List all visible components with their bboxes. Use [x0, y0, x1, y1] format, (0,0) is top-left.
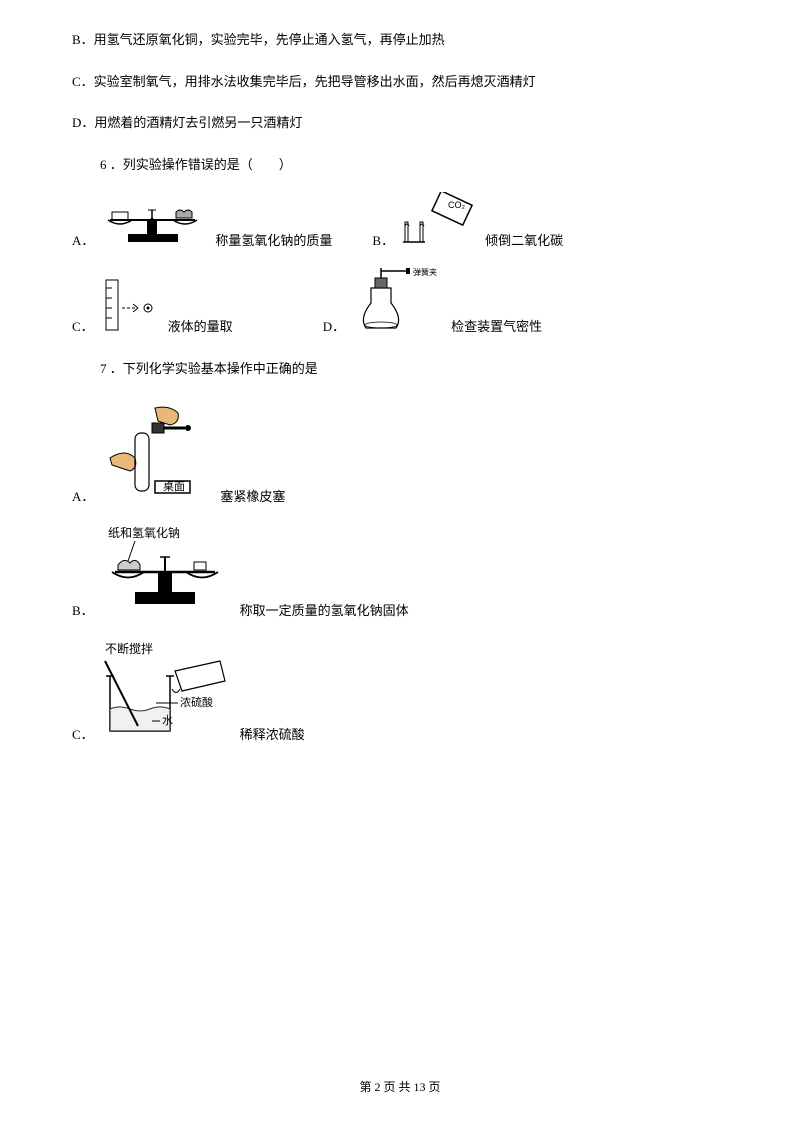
balance-naoh-icon: 纸和氢氧化钠: [100, 527, 230, 617]
q7-option-b: B． 纸和氢氧化钠 称取一定质量的氢氧化钠固体: [72, 527, 728, 617]
q6-option-a: A． 称量氢氧化钠的质量: [72, 202, 332, 247]
q6-row2: C． 液体的量取 D． 弹簧夹: [72, 263, 728, 333]
q6-c-text: 液体的量取: [168, 320, 233, 333]
pour-co2-icon: CO₂: [400, 192, 475, 247]
footer-suffix: 页: [426, 1080, 441, 1094]
item-d: D．用燃着的酒精灯去引燃另一只酒精灯: [72, 113, 728, 133]
q6-b-label: B．: [372, 234, 394, 247]
q6-a-text: 称量氢氧化钠的质量: [215, 234, 332, 247]
svg-text:纸和氢氧化钠: 纸和氢氧化钠: [108, 527, 180, 540]
q7-b-label: B．: [72, 604, 94, 617]
q6-row1: A． 称量氢氧化钠的质量 B． CO₂: [72, 192, 728, 247]
q7-option-c: C． 不断搅拌 浓硫酸 水 稀释浓硫酸: [72, 641, 728, 741]
q7-b-text: 称取一定质量的氢氧化钠固体: [240, 604, 409, 617]
flask-seal-icon: 弹簧夹: [351, 263, 441, 333]
q7-c-label: C．: [72, 728, 94, 741]
q7-text: 7 ．下列化学实验基本操作中正确的是: [100, 359, 728, 379]
footer-prefix: 第: [359, 1080, 374, 1094]
balance-icon: [100, 202, 205, 247]
footer-total: 13: [414, 1080, 426, 1094]
stopper-icon: 桌面: [100, 403, 210, 503]
dilute-acid-icon: 不断搅拌 浓硫酸 水: [100, 641, 230, 741]
q7-a-label: A．: [72, 490, 94, 503]
q6-d-text: 检查装置气密性: [451, 320, 542, 333]
q6-a-label: A．: [72, 234, 94, 247]
q6-option-b: B． CO₂ 倾倒二氧化碳: [372, 192, 563, 247]
q6-d-label: D．: [323, 320, 345, 333]
q6-option-d: D． 弹簧夹 检查装置气密性: [323, 263, 542, 333]
q7-option-a: A． 桌面 塞紧橡皮塞: [72, 403, 728, 503]
svg-text:桌面: 桌面: [163, 480, 185, 493]
svg-text:水: 水: [162, 714, 173, 727]
q6-option-c: C． 液体的量取: [72, 278, 233, 333]
item-c: C．实验室制氧气，用排水法收集完毕后，先把导管移出水面，然后再熄灭酒精灯: [72, 72, 728, 92]
footer-mid: 页 共: [380, 1080, 413, 1094]
svg-text:弹簧夹: 弹簧夹: [413, 267, 437, 277]
svg-text:浓硫酸: 浓硫酸: [180, 695, 213, 709]
q6-text: 6 ．列实验操作错误的是（ ）: [100, 155, 728, 175]
q7-a-text: 塞紧橡皮塞: [220, 490, 285, 503]
svg-text:CO₂: CO₂: [448, 200, 466, 210]
cylinder-icon: [100, 278, 158, 333]
item-b: B．用氢气还原氧化铜，实验完毕，先停止通入氢气，再停止加热: [72, 30, 728, 50]
q6-c-label: C．: [72, 320, 94, 333]
q7-c-text: 稀释浓硫酸: [240, 728, 305, 741]
svg-text:不断搅拌: 不断搅拌: [105, 641, 153, 656]
q6-b-text: 倾倒二氧化碳: [485, 234, 563, 247]
page-footer: 第 2 页 共 13 页: [0, 1078, 800, 1096]
